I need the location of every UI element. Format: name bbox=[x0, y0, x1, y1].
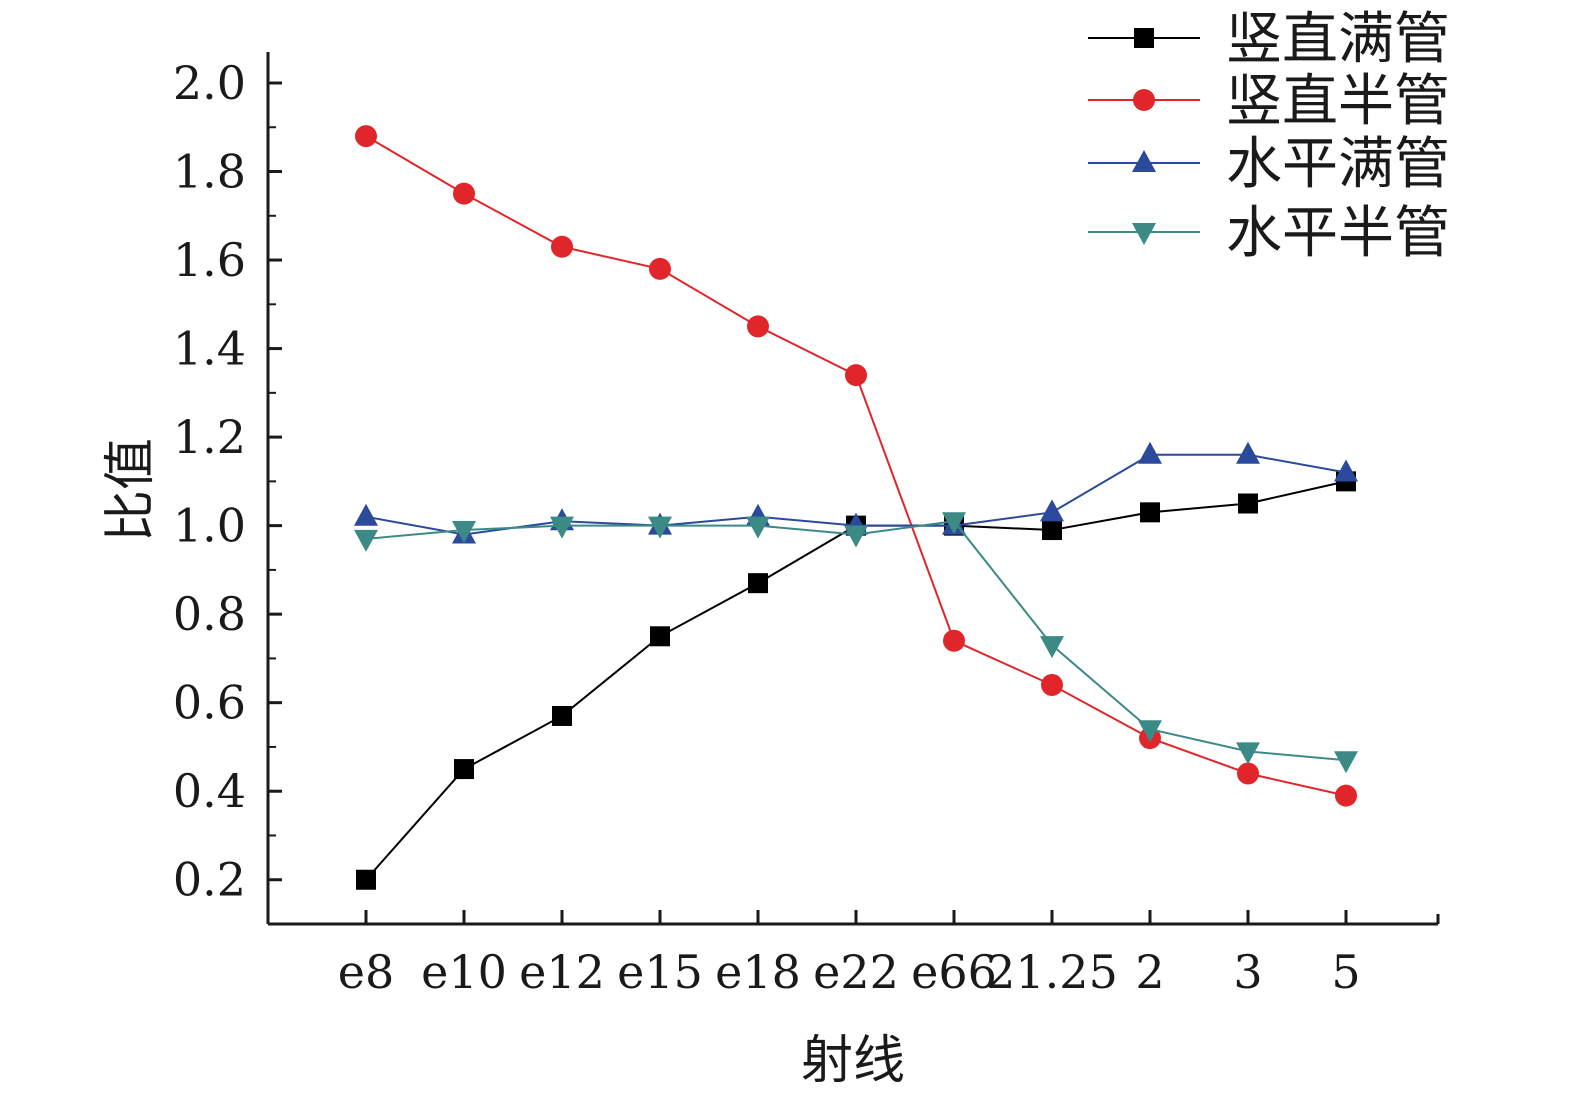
legend-label: 竖直满管 bbox=[1226, 7, 1450, 72]
legend-marker bbox=[1133, 89, 1155, 111]
data-point bbox=[844, 525, 868, 548]
data-point bbox=[550, 516, 574, 539]
data-point bbox=[354, 529, 378, 552]
data-point bbox=[748, 573, 768, 594]
data-point bbox=[845, 364, 867, 387]
y-tick-label: 0.4 bbox=[173, 764, 246, 818]
legend-label: 竖直半管 bbox=[1226, 69, 1450, 134]
y-tick-label: 0.2 bbox=[173, 853, 246, 907]
legend-marker bbox=[1134, 28, 1154, 48]
y-axis-label: 比值 bbox=[101, 438, 161, 542]
x-tick-label: e8 bbox=[338, 945, 395, 999]
data-point bbox=[454, 759, 474, 780]
data-point bbox=[650, 626, 670, 647]
series-2 bbox=[355, 125, 1357, 807]
x-axis-label: 射线 bbox=[801, 1031, 905, 1091]
data-point bbox=[1335, 784, 1357, 807]
data-point bbox=[942, 512, 966, 535]
data-point bbox=[355, 125, 377, 148]
data-point bbox=[648, 516, 672, 539]
legend-item: 水平半管 bbox=[1088, 201, 1450, 266]
data-point bbox=[747, 315, 769, 338]
x-tick-label: e18 bbox=[715, 945, 801, 999]
legend-item: 竖直满管 bbox=[1088, 7, 1450, 72]
legend-marker bbox=[1132, 150, 1156, 172]
legend-item: 竖直半管 bbox=[1088, 69, 1450, 134]
data-point bbox=[1334, 751, 1358, 774]
x-tick-label: 5 bbox=[1331, 945, 1360, 999]
series-line bbox=[365, 135, 1347, 797]
data-point bbox=[1040, 636, 1064, 659]
y-tick-label: 1.6 bbox=[173, 233, 246, 287]
data-point bbox=[354, 503, 378, 526]
legend-item: 水平满管 bbox=[1088, 132, 1450, 197]
data-point bbox=[356, 869, 376, 890]
data-point bbox=[1138, 720, 1162, 743]
x-tick-label: e22 bbox=[813, 945, 899, 999]
y-axis-ticks: 0.2 0.4 0.6 0.8 1.0 1.2 1.4 1.6 1.8 2.0 bbox=[173, 56, 282, 907]
data-point bbox=[746, 516, 770, 539]
data-point bbox=[1334, 459, 1358, 482]
x-tick-label: 3 bbox=[1233, 945, 1262, 999]
y-tick-label: 1.4 bbox=[173, 322, 246, 376]
legend-label: 水平满管 bbox=[1226, 132, 1450, 197]
legend-marker bbox=[1132, 223, 1156, 245]
data-point bbox=[1236, 742, 1260, 765]
y-tick-label: 1.8 bbox=[173, 145, 246, 199]
data-point bbox=[1140, 502, 1160, 523]
y-tick-label: 1.2 bbox=[173, 410, 246, 464]
y-tick-label: 0.6 bbox=[173, 676, 246, 730]
data-point bbox=[1041, 673, 1063, 696]
x-tick-label: 21.25 bbox=[986, 945, 1118, 999]
data-point bbox=[551, 235, 573, 258]
data-point bbox=[1236, 441, 1260, 464]
data-point bbox=[552, 705, 572, 726]
data-point bbox=[1138, 441, 1162, 464]
x-tick-label: e10 bbox=[421, 945, 507, 999]
data-point bbox=[1040, 499, 1064, 522]
data-point bbox=[1042, 520, 1062, 541]
x-tick-label: e66 bbox=[911, 945, 997, 999]
x-tick-label: e12 bbox=[519, 945, 605, 999]
data-point bbox=[452, 521, 476, 544]
data-point bbox=[453, 182, 475, 205]
data-point bbox=[943, 629, 965, 652]
y-tick-label: 2.0 bbox=[173, 56, 246, 110]
data-point bbox=[1237, 762, 1259, 785]
y-tick-label: 0.8 bbox=[173, 587, 246, 641]
x-tick-label: e15 bbox=[617, 945, 703, 999]
series-group bbox=[354, 125, 1358, 890]
data-point bbox=[649, 257, 671, 280]
series-line bbox=[365, 520, 1347, 762]
legend-label: 水平半管 bbox=[1226, 201, 1450, 266]
x-tick-label: 2 bbox=[1135, 945, 1164, 999]
data-point bbox=[1238, 493, 1258, 514]
series-4 bbox=[354, 512, 1358, 774]
y-tick-label: 1.0 bbox=[173, 499, 246, 553]
